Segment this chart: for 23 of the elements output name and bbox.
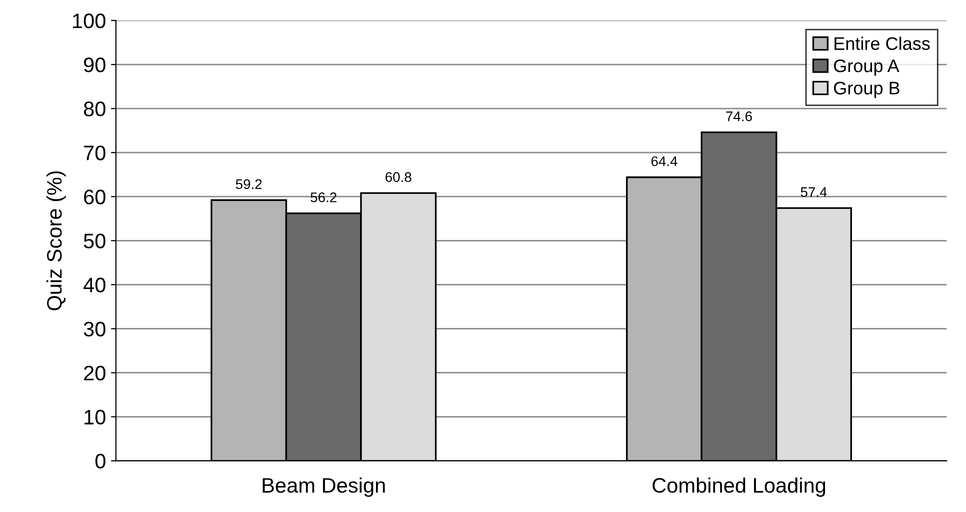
y-tick-label: 50 (84, 234, 106, 248)
y-tick-label: 70 (84, 146, 106, 160)
y-tick-label: 80 (84, 102, 106, 116)
data-label: 59.2 (236, 179, 262, 190)
x-tick-label: Combined Loading (652, 477, 826, 497)
data-label: 57.4 (800, 187, 827, 197)
legend-label: Entire Class (834, 36, 930, 50)
y-tick-label: 0 (95, 454, 106, 469)
y-tick-label: 30 (84, 322, 106, 336)
y-tick-label: 90 (84, 58, 106, 72)
y-tick-label: 60 (84, 190, 106, 204)
legend-label: Group A (834, 59, 900, 76)
y-tick-label: 10 (84, 410, 106, 425)
data-label: 60.8 (386, 172, 412, 182)
legend-label: Group B (834, 82, 900, 98)
data-label: 64.4 (651, 156, 678, 166)
x-tick-label: Beam Design (262, 477, 385, 497)
y-tick-label: 100 (73, 13, 106, 28)
y-axis-title: Quiz Score (%) (46, 171, 66, 310)
data-label: 56.2 (310, 192, 336, 202)
data-label: 74.6 (726, 111, 752, 122)
y-tick-label: 40 (84, 278, 106, 292)
y-tick-label: 20 (84, 366, 106, 380)
